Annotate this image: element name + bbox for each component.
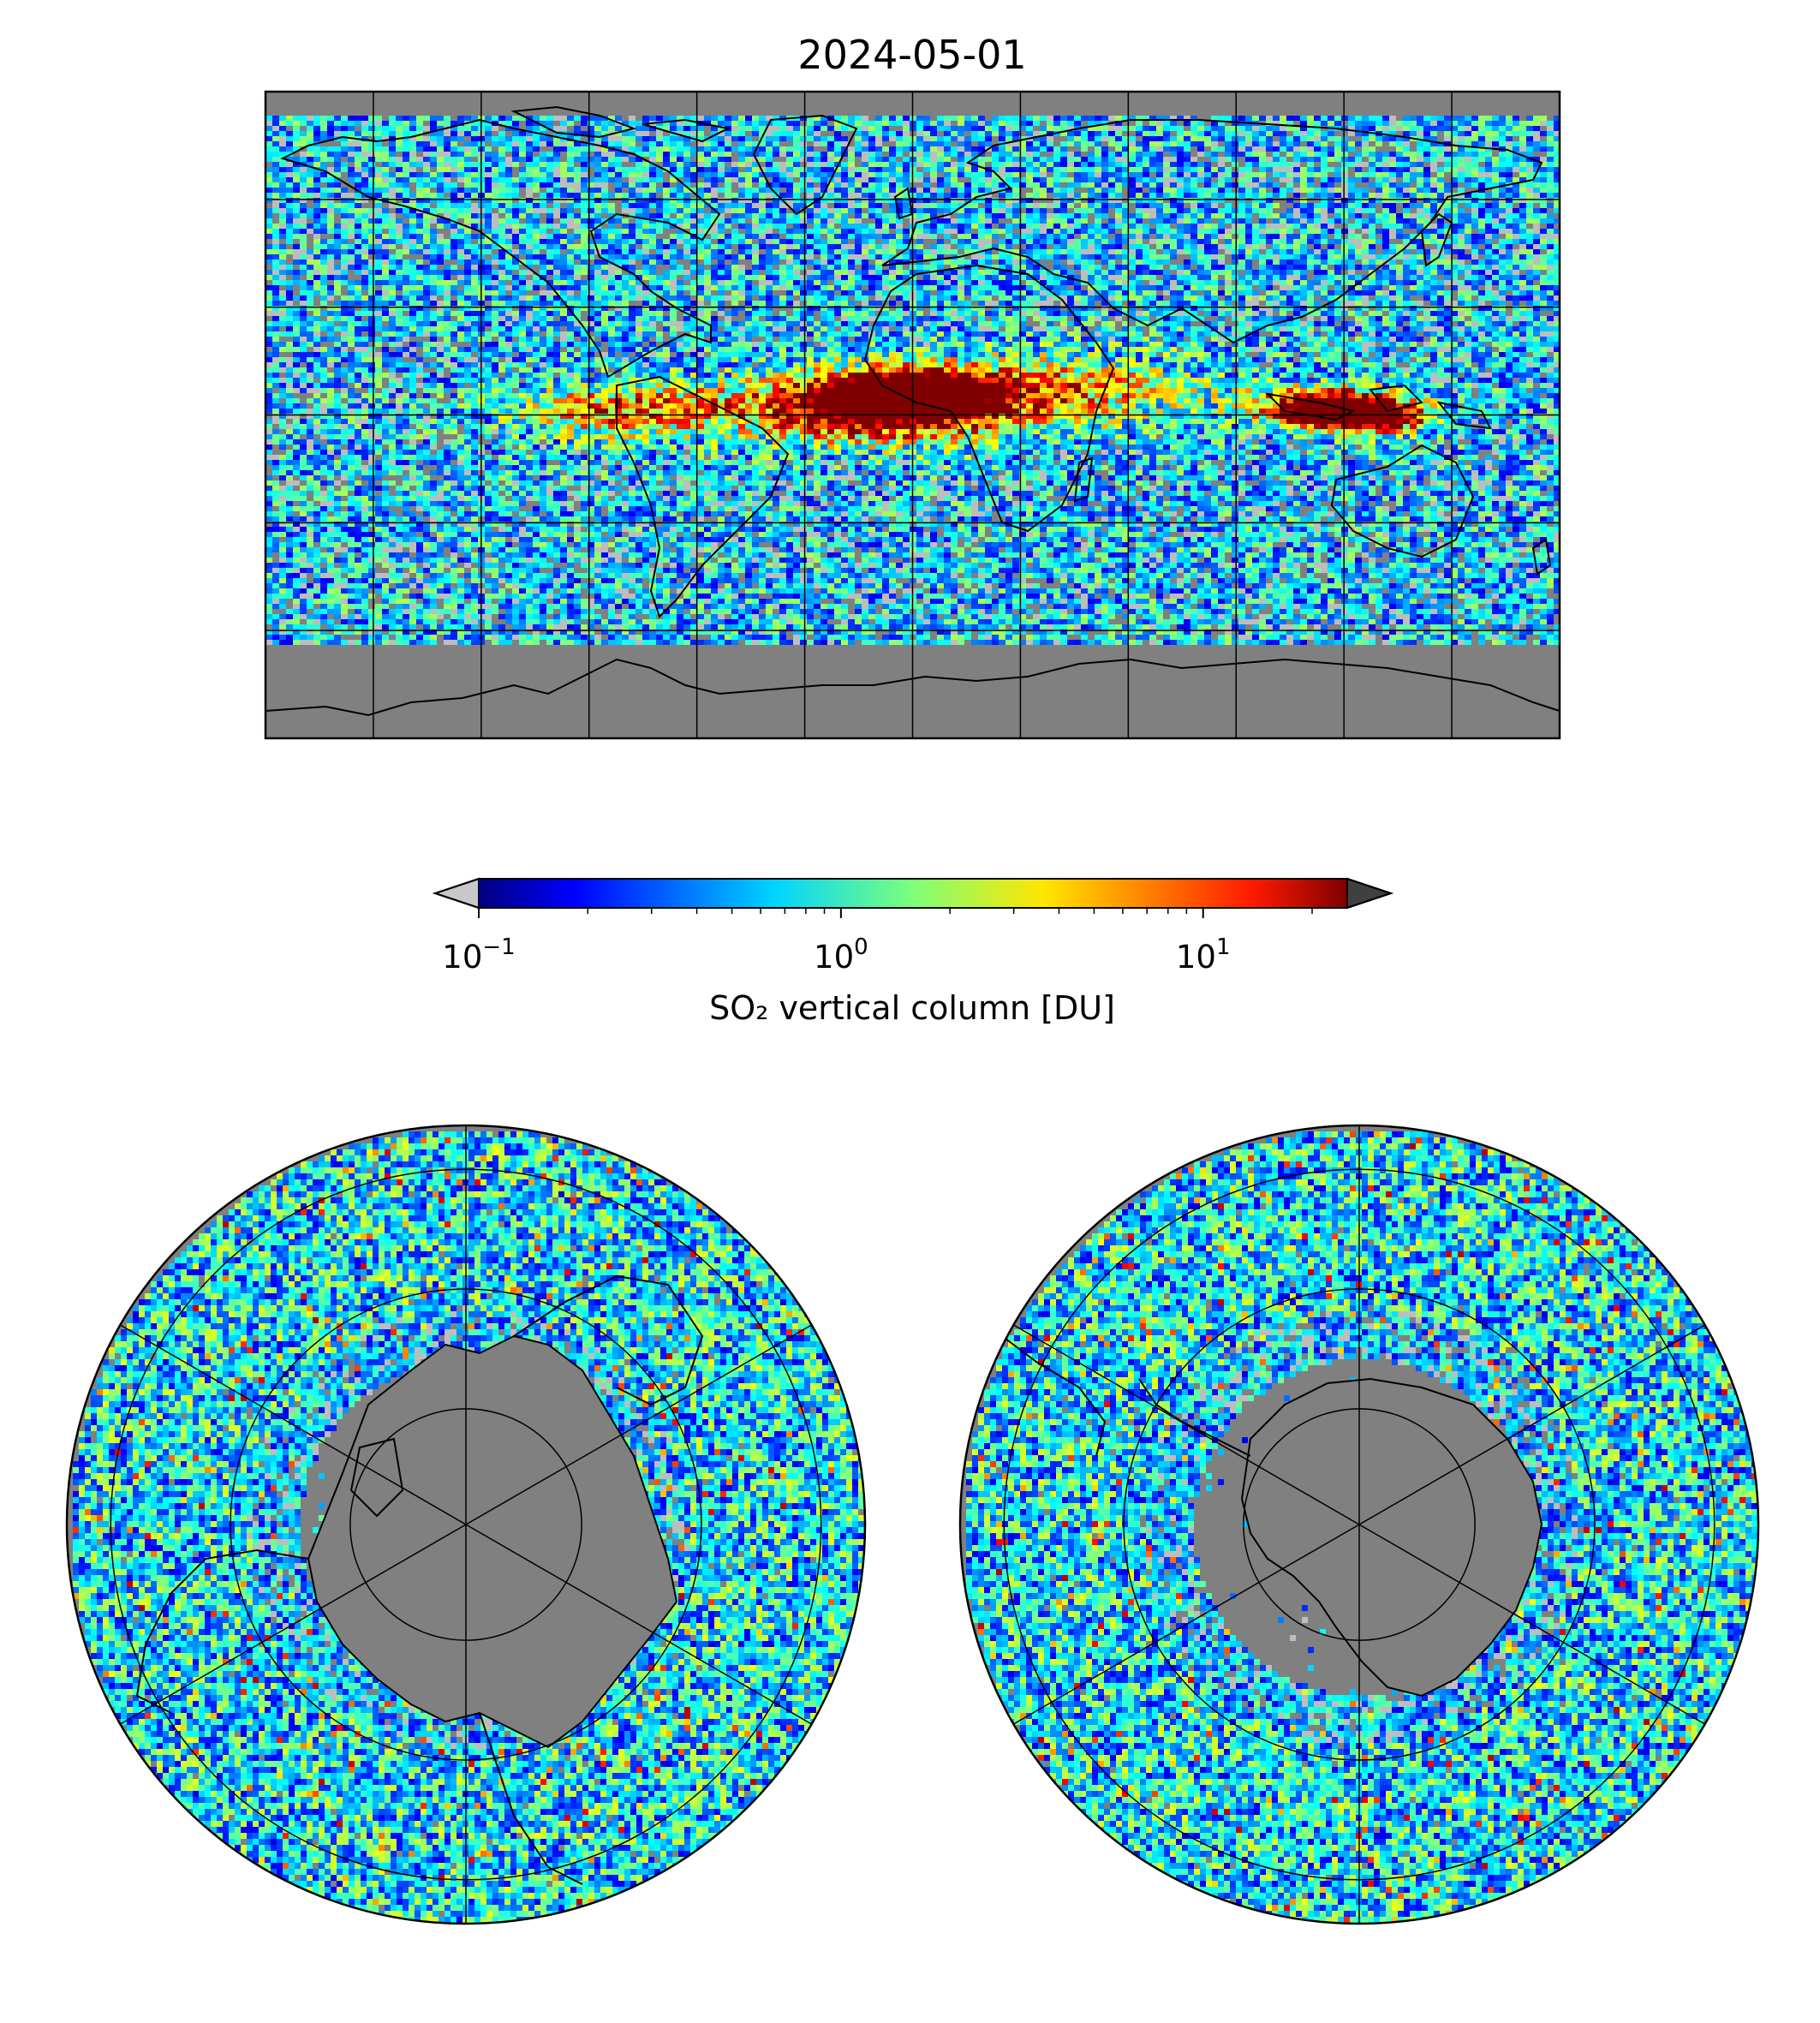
coastline-new-zealand [1531, 538, 1552, 576]
so2-data-layer-global [266, 116, 1560, 645]
south-meridian-spoke [1013, 1324, 1360, 1525]
colorbar-tick-label: 100 [814, 934, 868, 976]
coastline-antarctica-polar [1240, 1377, 1543, 1698]
colorbar-label: SO₂ vertical column [DU] [709, 989, 1115, 1027]
global-map [264, 90, 1561, 740]
coastline-america-polar [135, 1549, 309, 1714]
colorbar-gradient [479, 879, 1347, 908]
coastline-madagascar [1073, 457, 1094, 503]
colorbar-extend-over [1346, 877, 1394, 910]
so2-data-layer-south [966, 1131, 1758, 1924]
gridlines-global [266, 92, 1560, 738]
north-meridian-spoke [120, 1524, 467, 1725]
south-polar-map [958, 1124, 1760, 1925]
north-meridian-spoke [465, 1524, 812, 1725]
global-map-frame [264, 90, 1561, 740]
coastline-japan [1420, 212, 1453, 267]
south-meridian-spoke [1013, 1524, 1360, 1725]
colorbar-ticks: 10−1 100 101 [442, 908, 1313, 976]
north-meridian-spoke [465, 1324, 812, 1525]
coastline-greenland [752, 114, 858, 216]
coastline-antarctica [266, 658, 1560, 717]
gridlines-south [1003, 1125, 1716, 1924]
coastline-north-america [280, 118, 721, 379]
figure-title: 2024-05-01 [797, 32, 1026, 78]
coastlines-south [1001, 1335, 1543, 1698]
north-meridian-spoke [120, 1324, 467, 1525]
south-meridian-spoke [1358, 1324, 1705, 1525]
colorbar-tick-label: 10−1 [442, 934, 515, 976]
south-polar-frame [958, 1124, 1760, 1925]
colorbar-extend-under [432, 877, 480, 910]
coastline-south-america-polar [1001, 1335, 1107, 1457]
coastline-greenland-polar [349, 1437, 404, 1518]
coastline-arctic-land [307, 1334, 678, 1749]
north-polar-frame [65, 1124, 867, 1925]
coastline-eurasia [881, 119, 1543, 344]
north-polar-map [65, 1124, 867, 1925]
coastline-asia-polar [513, 1274, 704, 1406]
south-meridian-spoke [1358, 1524, 1705, 1725]
colorbar: 10−1 100 101 SO₂ vertical column [DU] [432, 877, 1394, 1027]
gridlines-north [110, 1125, 822, 1924]
coastline-europe-polar [479, 1712, 583, 1885]
coastline-arctic-islands [510, 105, 731, 143]
coastlines-north [135, 1274, 704, 1885]
coastlines-global [266, 105, 1560, 717]
colorbar-tick-label: 101 [1176, 934, 1231, 976]
